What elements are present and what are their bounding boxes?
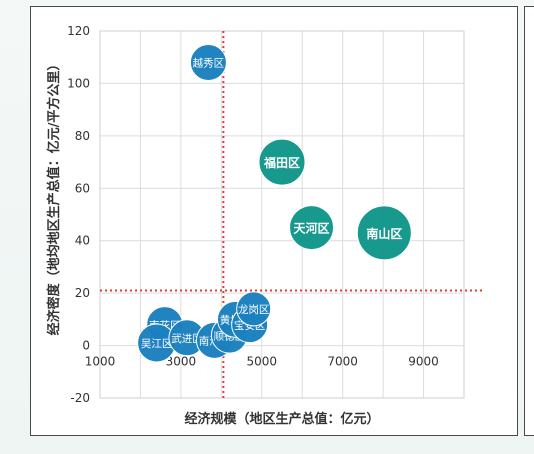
- bubble-label: 越秀区: [193, 57, 225, 70]
- bubble-point: [356, 205, 412, 261]
- bubble-label: 天河区: [294, 221, 330, 236]
- bubble: 龙岗区: [236, 291, 272, 327]
- y-tick-label: 120: [67, 24, 90, 38]
- bubble-point: [289, 205, 335, 251]
- bubble-point: [236, 291, 272, 327]
- tick-labels: -20 0 20 40 60 80 100 120 1000 3000 5000 7000 9000: [67, 24, 439, 405]
- y-axis-title: 经济密度（地均地区生产总值：亿元/平方公里）: [46, 58, 62, 336]
- bubble: 吴江区: [137, 323, 177, 363]
- bubble-label: 武进区: [171, 332, 203, 345]
- bubbles: 越秀区福田区天河区南山区南花区吴江区武进区南海区顺德区黄埔区宝安区龙岗区: [137, 43, 412, 363]
- bubble: 越秀区: [189, 43, 227, 81]
- x-axis-title: 经济规模（地区生产总值：亿元）: [184, 411, 379, 427]
- y-tick-label: 40: [75, 234, 90, 248]
- bubble-label: 南山区: [366, 226, 402, 241]
- bubble-label: 龙岗区: [238, 303, 270, 316]
- y-tick-label: 100: [67, 76, 90, 90]
- bubble: 天河区: [289, 205, 335, 251]
- x-tick-label: 5000: [247, 355, 278, 369]
- y-tick-label: 80: [75, 129, 90, 143]
- bubble-point: [258, 138, 306, 186]
- chart-panel: [30, 6, 518, 436]
- bubble-point: [189, 43, 227, 81]
- y-tick-label: 20: [75, 286, 90, 300]
- x-tick-label: 3000: [166, 355, 197, 369]
- x-tick-label: 7000: [327, 355, 358, 369]
- x-tick-label: 9000: [408, 355, 439, 369]
- bubble: 南山区: [356, 205, 412, 261]
- y-tick-label: -20: [70, 391, 90, 405]
- plot-frame: [99, 30, 465, 399]
- y-tick-label: 0: [82, 339, 90, 353]
- x-tick-label: 1000: [85, 355, 116, 369]
- adjacent-panel-edge: [524, 6, 534, 436]
- bubble-label: 福田区: [263, 155, 300, 170]
- bubble: 福田区: [258, 138, 306, 186]
- bubble-label: 吴江区: [141, 338, 173, 350]
- y-tick-label: 60: [75, 181, 90, 195]
- bubble: 武进区: [168, 319, 206, 357]
